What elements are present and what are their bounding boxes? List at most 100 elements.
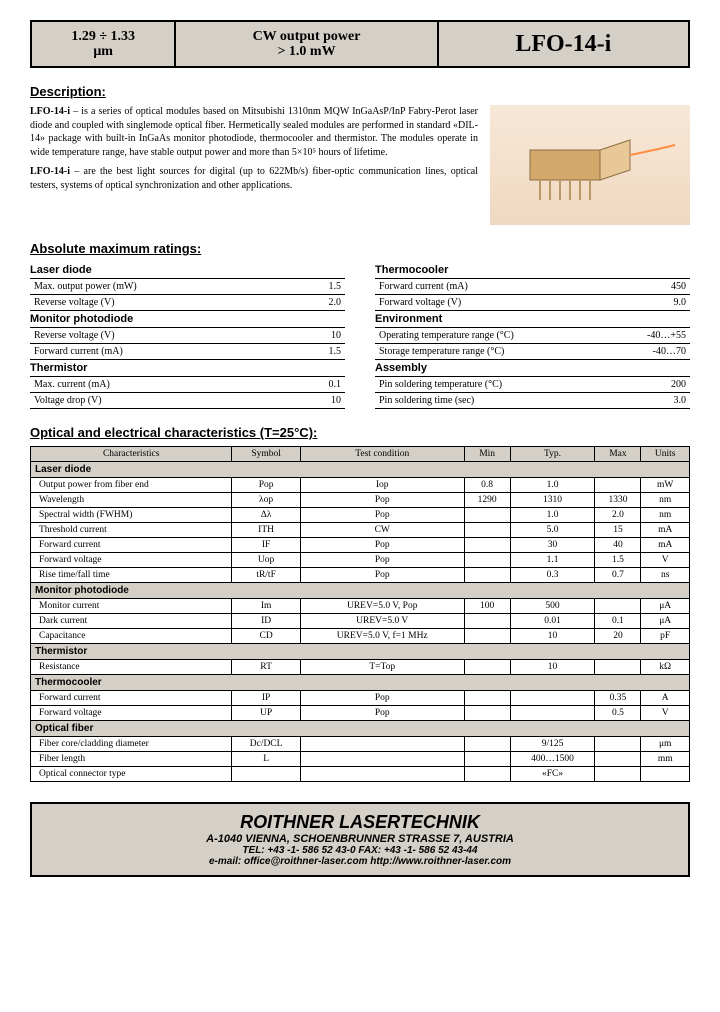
- table-cell: [464, 553, 510, 568]
- rating-value: -40…70: [653, 346, 686, 357]
- desc-p2-bold: LFO-14-i: [30, 166, 70, 177]
- table-cell: T=Top: [300, 660, 464, 675]
- opt-elec-heading: Optical and electrical characteristics (…: [30, 425, 690, 440]
- table-cell: Capacitance: [31, 629, 232, 644]
- table-cell: [464, 523, 510, 538]
- rating-label: Pin soldering time (sec): [379, 395, 474, 406]
- table-cell: ID: [232, 614, 300, 629]
- table-row: Output power from fiber endPopIop0.81.0m…: [31, 478, 690, 493]
- table-cell: λop: [232, 493, 300, 508]
- table-group-head: Thermocooler: [31, 675, 690, 691]
- table-cell: 10: [510, 660, 595, 675]
- table-cell: [595, 599, 641, 614]
- desc-p1: – is a series of optical modules based o…: [30, 106, 478, 158]
- table-cell: «FC»: [510, 767, 595, 782]
- table-row: Fiber lengthL400…1500mm: [31, 752, 690, 767]
- rating-label: Pin soldering temperature (°C): [379, 379, 502, 390]
- description-block: LFO-14-i – is a series of optical module…: [30, 105, 690, 225]
- table-header: Test condition: [300, 447, 464, 462]
- table-cell: 1.0: [510, 508, 595, 523]
- table-cell: Uop: [232, 553, 300, 568]
- table-cell: UREV=5.0 V, f=1 MHz: [300, 629, 464, 644]
- module-icon: [500, 115, 680, 215]
- table-cell: [464, 629, 510, 644]
- description-text: LFO-14-i – is a series of optical module…: [30, 105, 478, 225]
- table-cell: Monitor current: [31, 599, 232, 614]
- table-cell: Forward current: [31, 691, 232, 706]
- table-cell: 100: [464, 599, 510, 614]
- table-cell: 0.5: [595, 706, 641, 721]
- table-header: Min: [464, 447, 510, 462]
- table-cell: UP: [232, 706, 300, 721]
- table-cell: UREV=5.0 V: [300, 614, 464, 629]
- table-header: Typ.: [510, 447, 595, 462]
- table-cell: mA: [641, 523, 690, 538]
- table-cell: 9/125: [510, 737, 595, 752]
- table-cell: RT: [232, 660, 300, 675]
- table-cell: ITH: [232, 523, 300, 538]
- header-bar: 1.29 ÷ 1.33 μm CW output power > 1.0 mW …: [30, 20, 690, 68]
- rating-value: 2.0: [329, 297, 342, 308]
- rating-label: Reverse voltage (V): [34, 330, 115, 341]
- ratings-subhead: Environment: [375, 311, 690, 328]
- table-cell: ns: [641, 568, 690, 583]
- table-row: Fiber core/cladding diameterDc/DCL9/125μ…: [31, 737, 690, 752]
- table-cell: nm: [641, 508, 690, 523]
- table-group-head: Optical fiber: [31, 721, 690, 737]
- table-row: ResistanceRTT=Top 10 kΩ: [31, 660, 690, 675]
- table-cell: [464, 767, 510, 782]
- rating-label: Max. output power (mW): [34, 281, 137, 292]
- table-cell: [464, 568, 510, 583]
- table-cell: [300, 767, 464, 782]
- rating-value: 1.5: [329, 346, 342, 357]
- ratings-block: Laser diodeMax. output power (mW)1.5Reve…: [30, 262, 690, 409]
- footer-company: ROITHNER LASERTECHNIK: [40, 812, 680, 833]
- description-heading: Description:: [30, 84, 690, 99]
- table-cell: Threshold current: [31, 523, 232, 538]
- table-cell: Forward current: [31, 538, 232, 553]
- table-group-head: Thermistor: [31, 644, 690, 660]
- table-cell: [464, 538, 510, 553]
- table-cell: Resistance: [31, 660, 232, 675]
- table-cell: Dark current: [31, 614, 232, 629]
- rating-value: 200: [671, 379, 686, 390]
- table-cell: [595, 478, 641, 493]
- table-cell: [595, 660, 641, 675]
- table-cell: 1310: [510, 493, 595, 508]
- rating-value: -40…+55: [647, 330, 686, 341]
- desc-p1-bold: LFO-14-i: [30, 106, 70, 117]
- characteristics-table: CharacteristicsSymbolTest conditionMinTy…: [30, 446, 690, 782]
- table-row: Forward voltageUPPop0.5V: [31, 706, 690, 721]
- table-cell: mm: [641, 752, 690, 767]
- rating-line: Reverse voltage (V)2.0: [30, 295, 345, 311]
- table-cell: [464, 691, 510, 706]
- table-cell: Pop: [300, 553, 464, 568]
- table-row: Rise time/fall timetR/tFPop0.30.7ns: [31, 568, 690, 583]
- table-cell: [300, 737, 464, 752]
- abs-max-heading: Absolute maximum ratings:: [30, 241, 690, 256]
- table-cell: kΩ: [641, 660, 690, 675]
- header-part-number: LFO-14-i: [439, 22, 688, 66]
- table-cell: 0.35: [595, 691, 641, 706]
- table-cell: Pop: [300, 706, 464, 721]
- table-row: Dark currentIDUREV=5.0 V0.010.1μA: [31, 614, 690, 629]
- table-header: Max: [595, 447, 641, 462]
- table-row: Spectral width (FWHM)ΔλPop1.02.0nm: [31, 508, 690, 523]
- table-cell: 0.3: [510, 568, 595, 583]
- table-cell: V: [641, 706, 690, 721]
- footer-email: e-mail: office@roithner-laser.com http:/…: [40, 856, 680, 867]
- table-cell: 5.0: [510, 523, 595, 538]
- table-row: Forward currentIPPop0.35A: [31, 691, 690, 706]
- table-header: Units: [641, 447, 690, 462]
- table-cell: 0.1: [595, 614, 641, 629]
- rating-value: 10: [331, 395, 341, 406]
- table-header: Symbol: [232, 447, 300, 462]
- ratings-left-col: Laser diodeMax. output power (mW)1.5Reve…: [30, 262, 345, 409]
- table-cell: Forward voltage: [31, 553, 232, 568]
- ratings-subhead: Assembly: [375, 360, 690, 377]
- table-cell: Pop: [300, 691, 464, 706]
- part-number: LFO-14-i: [515, 31, 611, 57]
- table-row: CapacitanceCDUREV=5.0 V, f=1 MHz1020pF: [31, 629, 690, 644]
- rating-label: Operating temperature range (°C): [379, 330, 514, 341]
- table-cell: [510, 706, 595, 721]
